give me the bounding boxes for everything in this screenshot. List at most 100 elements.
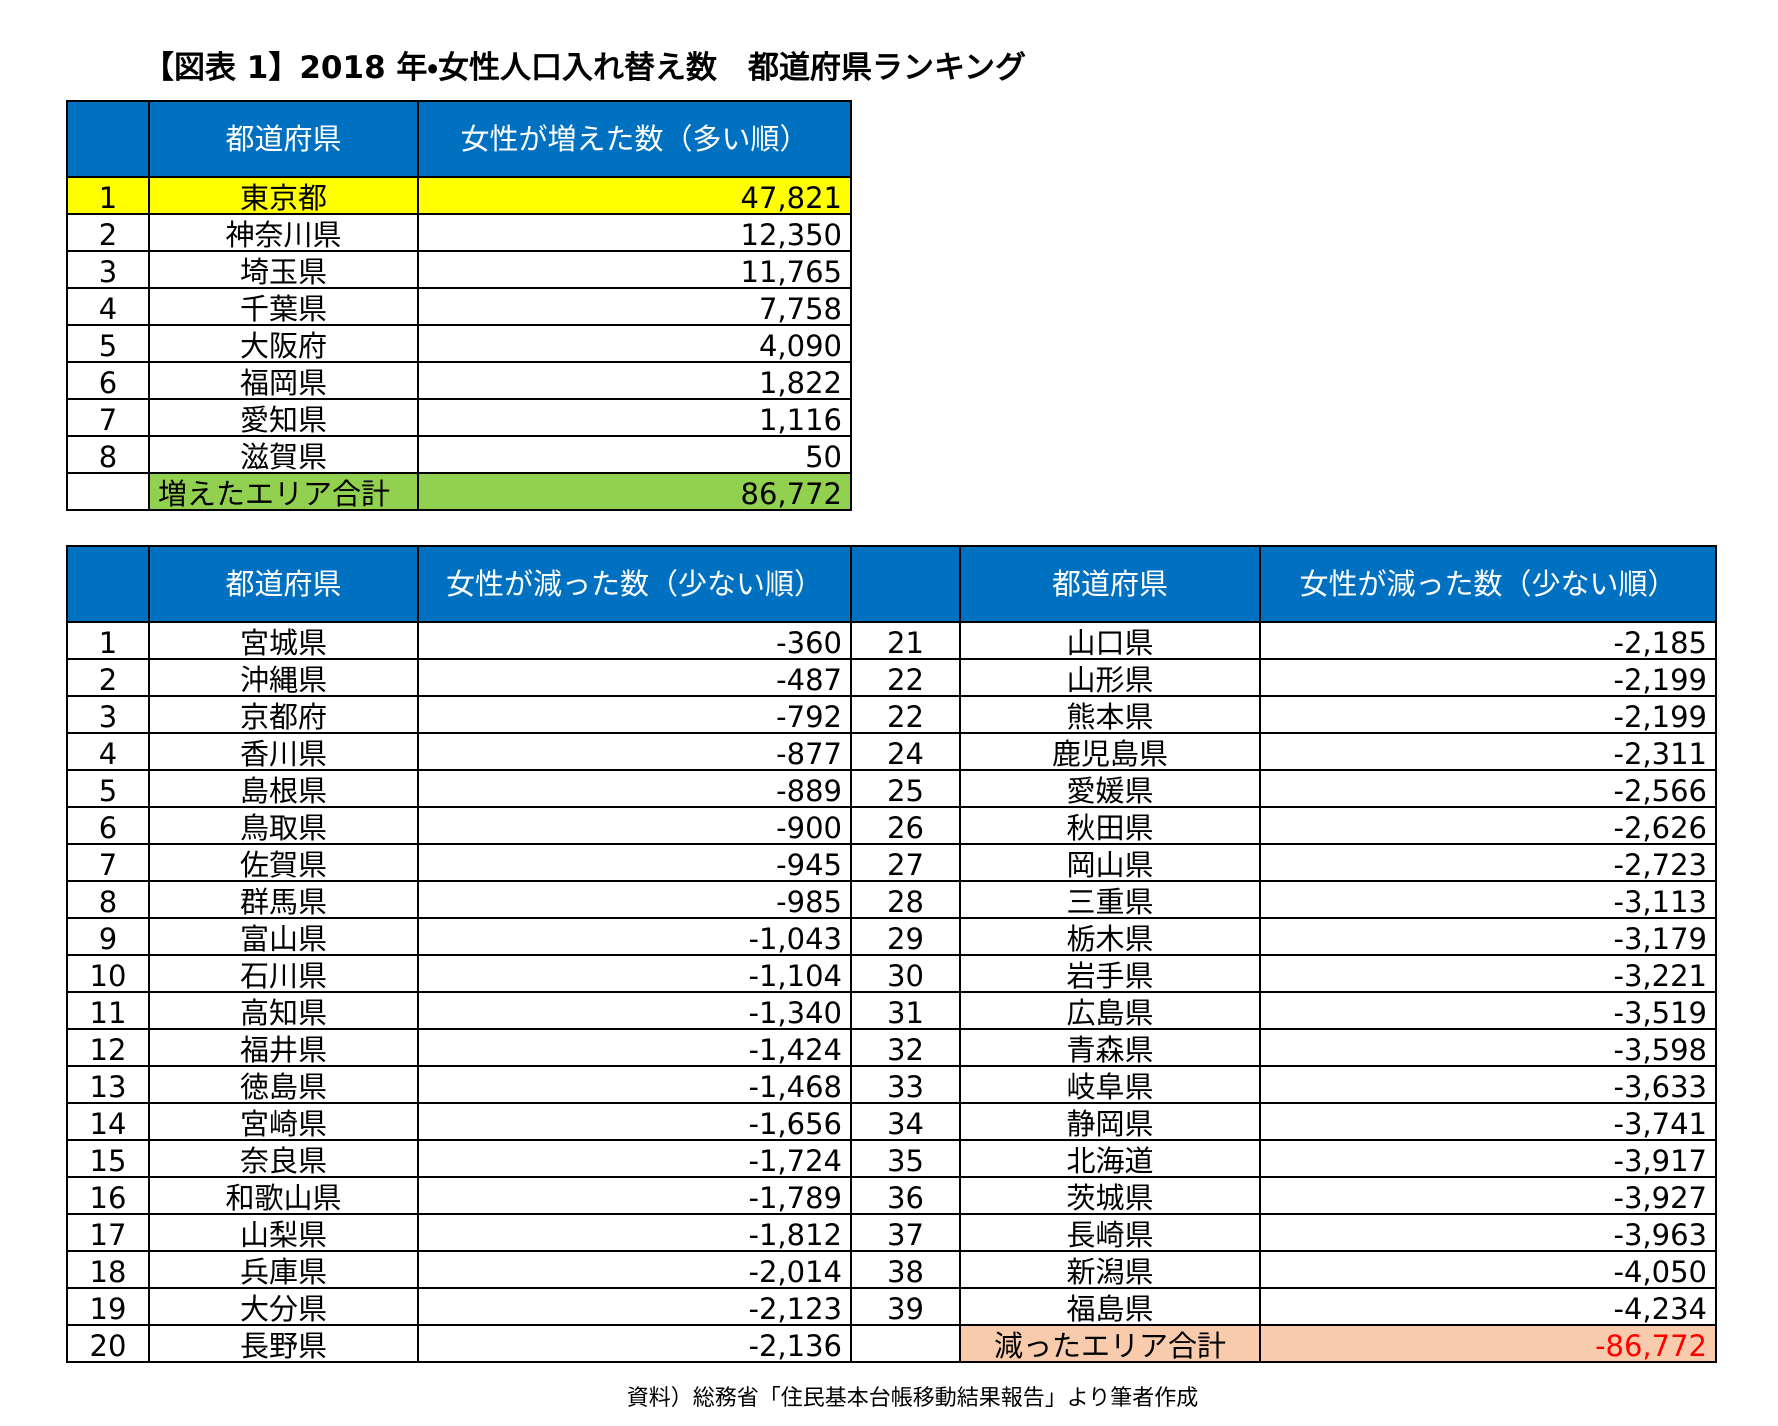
prefecture-cell: 静岡県 [959, 1102, 1261, 1141]
prefecture-cell: 長野県 [148, 1324, 419, 1363]
value-cell: -1,340 [417, 991, 852, 1030]
prefecture-cell: 福井県 [148, 1028, 419, 1067]
total-value: 86,772 [417, 472, 852, 511]
prefecture-cell: 和歌山県 [148, 1176, 419, 1215]
prefecture-cell: 佐賀県 [148, 843, 419, 882]
prefecture-cell: 宮城県 [148, 621, 419, 660]
rank-cell: 34 [850, 1102, 961, 1141]
prefecture-cell: 高知県 [148, 991, 419, 1030]
header-row: 都道府県 女性が減った数（少ない順） 都道府県 女性が減った数（少ない順） [66, 545, 1717, 623]
rank-cell: 18 [66, 1250, 150, 1289]
rank-cell: 7 [66, 398, 150, 437]
rank-cell: 5 [66, 769, 150, 808]
table-row: 2 神奈川県 12,350 [66, 213, 852, 252]
table-row: 15 奈良県 -1,724 35 北海道 -3,917 [66, 1139, 1717, 1178]
value-cell: 47,821 [417, 176, 852, 215]
prefecture-cell: 茨城県 [959, 1176, 1261, 1215]
rank-cell: 32 [850, 1028, 961, 1067]
source-note: 資料）総務省「住民基本台帳移動結果報告」より筆者作成 [626, 1386, 1199, 1411]
table-row: 1 宮城県 -360 21 山口県 -2,185 [66, 621, 1717, 660]
header-row: 都道府県 女性が増えた数（多い順） [66, 100, 852, 178]
rank-cell: 33 [850, 1065, 961, 1104]
rank-cell: 24 [850, 732, 961, 771]
value-cell: -985 [417, 880, 852, 919]
decrease-table: 都道府県 女性が減った数（少ない順） 都道府県 女性が減った数（少ない順） 1 宮城県 -3… [66, 545, 1717, 1363]
table-row: 16 和歌山県 -1,789 36 茨城県 -3,927 [66, 1176, 1717, 1215]
rank-cell: 20 [66, 1324, 150, 1363]
value-cell: -2,136 [417, 1324, 852, 1363]
rank-cell: 15 [66, 1139, 150, 1178]
value-cell: 50 [417, 435, 852, 474]
value-cell: 4,090 [417, 324, 852, 363]
value-cell: -3,179 [1259, 917, 1717, 956]
table-row: 5 大阪府 4,090 [66, 324, 852, 363]
value-cell: -2,311 [1259, 732, 1717, 771]
rank-cell: 17 [66, 1213, 150, 1252]
value-cell: -2,185 [1259, 621, 1717, 660]
value-cell: -792 [417, 695, 852, 734]
prefecture-cell: 新潟県 [959, 1250, 1261, 1289]
value-cell: -1,468 [417, 1065, 852, 1104]
rank-cell: 30 [850, 954, 961, 993]
table-row: 1 東京都 47,821 [66, 176, 852, 215]
rank-cell: 7 [66, 843, 150, 882]
table-row: 8 群馬県 -985 28 三重県 -3,113 [66, 880, 1717, 919]
rank-cell: 14 [66, 1102, 150, 1141]
value-cell: -877 [417, 732, 852, 771]
table-row: 20 長野県 -2,136 減ったエリア合計 -86,772 [66, 1324, 1717, 1363]
value-cell: -900 [417, 806, 852, 845]
table-row: 3 京都府 -792 22 熊本県 -2,199 [66, 695, 1717, 734]
table-row: 12 福井県 -1,424 32 青森県 -3,598 [66, 1028, 1717, 1067]
rank-cell: 22 [850, 658, 961, 697]
rank-cell: 37 [850, 1213, 961, 1252]
value-cell: -1,104 [417, 954, 852, 993]
table-row: 2 沖縄県 -487 22 山形県 -2,199 [66, 658, 1717, 697]
prefecture-cell: 山梨県 [148, 1213, 419, 1252]
header-cell [66, 545, 150, 623]
prefecture-cell: 岩手県 [959, 954, 1261, 993]
rank-cell: 6 [66, 806, 150, 845]
prefecture-cell: 熊本県 [959, 695, 1261, 734]
value-cell: -3,917 [1259, 1139, 1717, 1178]
prefecture-cell: 宮崎県 [148, 1102, 419, 1141]
header-cell: 都道府県 [959, 545, 1261, 623]
rank-cell: 3 [66, 250, 150, 289]
rank-cell: 11 [66, 991, 150, 1030]
rank-cell: 38 [850, 1250, 961, 1289]
value-cell: -1,724 [417, 1139, 852, 1178]
table-row: 14 宮崎県 -1,656 34 静岡県 -3,741 [66, 1102, 1717, 1141]
prefecture-cell: 秋田県 [959, 806, 1261, 845]
rank-cell: 29 [850, 917, 961, 956]
table-row: 6 福岡県 1,822 [66, 361, 852, 400]
increase-table: 都道府県 女性が増えた数（多い順） 1 東京都 47,821 2 神奈川県 12,350 3 埼玉… [66, 100, 852, 511]
table-row: 17 山梨県 -1,812 37 長崎県 -3,963 [66, 1213, 1717, 1252]
header-cell: 都道府県 [148, 545, 419, 623]
table-row: 18 兵庫県 -2,014 38 新潟県 -4,050 [66, 1250, 1717, 1289]
total-value: -86,772 [1259, 1324, 1717, 1363]
rank-cell: 5 [66, 324, 150, 363]
rank-cell: 8 [66, 435, 150, 474]
value-cell: -3,113 [1259, 880, 1717, 919]
table-row: 9 富山県 -1,043 29 栃木県 -3,179 [66, 917, 1717, 956]
rank-cell [66, 472, 150, 511]
value-cell: -1,043 [417, 917, 852, 956]
rank-cell: 1 [66, 621, 150, 660]
prefecture-cell: 滋賀県 [148, 435, 419, 474]
value-cell: -889 [417, 769, 852, 808]
table-row: 6 鳥取県 -900 26 秋田県 -2,626 [66, 806, 1717, 845]
prefecture-cell: 沖縄県 [148, 658, 419, 697]
prefecture-cell: 愛媛県 [959, 769, 1261, 808]
prefecture-cell: 福島県 [959, 1287, 1261, 1326]
prefecture-cell: 石川県 [148, 954, 419, 993]
prefecture-cell: 栃木県 [959, 917, 1261, 956]
prefecture-cell: 大分県 [148, 1287, 419, 1326]
rank-cell: 26 [850, 806, 961, 845]
prefecture-cell: 京都府 [148, 695, 419, 734]
value-cell: -487 [417, 658, 852, 697]
value-cell: -3,633 [1259, 1065, 1717, 1104]
rank-cell: 8 [66, 880, 150, 919]
rank-cell: 21 [850, 621, 961, 660]
value-cell: -3,519 [1259, 991, 1717, 1030]
table-row: 13 徳島県 -1,468 33 岐阜県 -3,633 [66, 1065, 1717, 1104]
table-row: 3 埼玉県 11,765 [66, 250, 852, 289]
